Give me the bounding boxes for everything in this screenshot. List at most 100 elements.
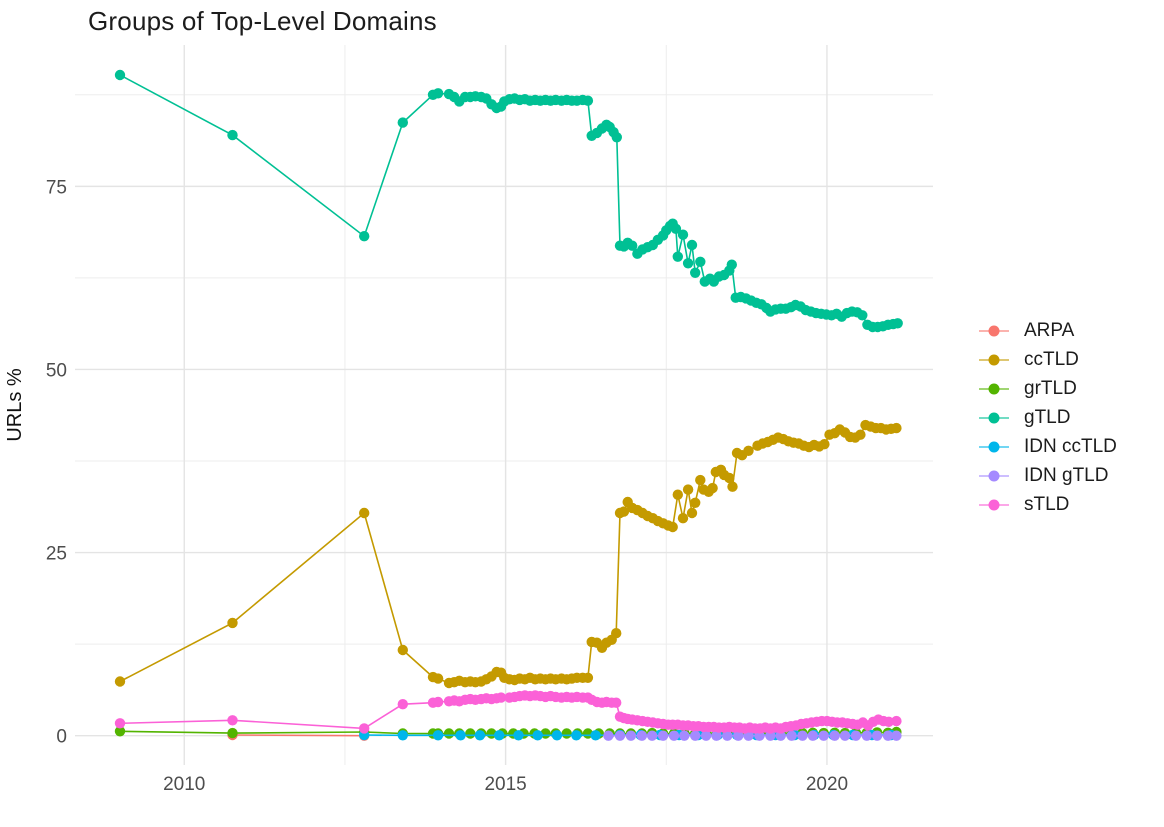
data-point [513, 730, 524, 741]
data-point [682, 258, 694, 269]
data-point [667, 521, 678, 533]
legend-label: gTLD [1024, 407, 1071, 428]
data-point [882, 730, 894, 741]
legend-item-IDN-ccTLD: IDN ccTLD [978, 436, 1117, 457]
legend-label: sTLD [1024, 494, 1070, 515]
data-point [690, 497, 701, 508]
legend-item-grTLD: grTLD [978, 378, 1117, 399]
legend-item-sTLD: sTLD [978, 494, 1117, 515]
data-point [465, 728, 476, 739]
legend-label: grTLD [1024, 378, 1077, 399]
data-point [114, 718, 126, 729]
legend-label: ARPA [1024, 320, 1075, 341]
x-tick-label: 2010 [163, 774, 205, 795]
data-point [695, 474, 706, 486]
data-point [829, 730, 840, 741]
data-point [724, 472, 735, 484]
data-point [819, 439, 830, 450]
data-point [636, 730, 648, 741]
data-point [883, 716, 894, 727]
data-point [765, 730, 776, 741]
data-point [670, 223, 682, 234]
data-point [707, 482, 718, 494]
legend-key-icon [979, 383, 1009, 395]
series-line [232, 734, 365, 737]
data-point [672, 489, 683, 500]
chart-title: Groups of Top-Level Domains [88, 6, 437, 36]
data-point [891, 715, 902, 727]
series-IDN-gTLD [603, 730, 902, 741]
data-point [227, 617, 238, 629]
data-point [695, 256, 706, 267]
data-point [668, 730, 680, 741]
data-point [618, 506, 630, 517]
data-point [690, 730, 701, 741]
data-point [726, 259, 737, 270]
data-point [818, 730, 829, 741]
y-tick-label: 50 [46, 360, 67, 381]
data-point [455, 730, 466, 741]
data-point [495, 692, 507, 703]
data-point [700, 730, 712, 741]
y-tick-label: 0 [56, 727, 67, 748]
data-point [891, 422, 902, 434]
data-point [397, 117, 408, 128]
data-point [397, 699, 408, 710]
data-point [614, 730, 626, 741]
data-point [857, 310, 868, 321]
data-point [359, 723, 370, 734]
data-point [432, 696, 444, 708]
data-point [432, 673, 444, 684]
y-axis-title: URLs % [4, 368, 26, 442]
data-point [494, 730, 505, 741]
data-point [611, 132, 622, 143]
data-point [582, 672, 594, 683]
data-point [733, 730, 744, 741]
data-point [603, 730, 614, 741]
series-line [119, 74, 898, 328]
data-point [561, 728, 572, 739]
data-point [646, 730, 658, 741]
legend-key-icon [979, 499, 1009, 511]
data-point [114, 676, 126, 687]
legend-item-ARPA: ARPA [978, 320, 1117, 341]
data-point [359, 507, 370, 519]
data-point [711, 730, 722, 741]
data-point [690, 267, 701, 278]
y-tick-label: 25 [46, 544, 67, 565]
data-point [657, 730, 669, 741]
data-point [727, 481, 738, 492]
data-point [432, 730, 444, 741]
data-point [722, 730, 733, 741]
data-point [786, 730, 797, 741]
x-tick-label: 2015 [484, 774, 526, 795]
data-point [839, 730, 851, 741]
data-point [797, 730, 808, 741]
data-point [686, 507, 698, 519]
data-point [611, 628, 622, 639]
data-point [775, 730, 786, 741]
data-point [114, 726, 126, 737]
legend-label: ccTLD [1024, 349, 1079, 370]
legend: ARPA ccTLD grTLD gTLD IDN ccTLD IDN gTLD sTLD [978, 320, 1117, 515]
data-point [227, 129, 238, 141]
data-point [677, 513, 689, 524]
legend-label: IDN gTLD [1024, 465, 1109, 486]
data-point [871, 730, 883, 741]
data-point [850, 730, 862, 741]
data-point [672, 251, 683, 262]
data-point [227, 727, 238, 739]
legend-key-icon [979, 354, 1009, 366]
data-point [677, 229, 689, 240]
data-point [582, 95, 594, 106]
data-point [891, 730, 902, 741]
legend-item-IDN-gTLD: IDN gTLD [978, 465, 1117, 486]
data-point [397, 730, 408, 741]
x-tick-label: 2020 [806, 774, 848, 795]
legend-key-icon [979, 325, 1009, 337]
series-gTLD [114, 69, 903, 333]
data-point [532, 730, 543, 741]
data-point [686, 239, 698, 251]
legend-key-icon [979, 470, 1009, 482]
series-ccTLD [114, 419, 902, 689]
